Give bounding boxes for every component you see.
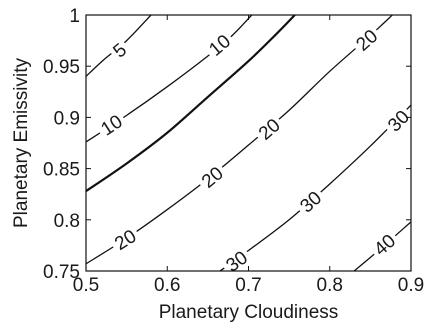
contour-label: 20 bbox=[198, 163, 228, 193]
x-tick-label: 0.6 bbox=[154, 275, 180, 296]
x-tick-label: 0.5 bbox=[73, 275, 99, 296]
contour-line-40 bbox=[353, 221, 411, 271]
y-tick-label: 0.9 bbox=[54, 108, 80, 129]
y-tick-label: 0.8 bbox=[54, 211, 80, 232]
contour-label: 10 bbox=[205, 31, 235, 61]
y-tick-label: 0.95 bbox=[43, 57, 80, 78]
contour-label: 20 bbox=[111, 226, 140, 255]
contour-line-15 bbox=[86, 15, 296, 193]
contour-label: 20 bbox=[352, 26, 382, 56]
contour-line-20 bbox=[86, 15, 393, 265]
contour-label: 10 bbox=[97, 111, 126, 140]
contour-label: 5 bbox=[109, 40, 131, 63]
x-tick-label: 0.9 bbox=[398, 275, 424, 296]
contour-label: 20 bbox=[255, 115, 285, 145]
y-tick-label: 0.85 bbox=[43, 160, 80, 181]
y-tick-label: 1 bbox=[69, 6, 80, 27]
x-tick-label: 0.8 bbox=[317, 275, 343, 296]
contour-lines bbox=[86, 15, 411, 271]
y-tick-label: 0.75 bbox=[43, 262, 80, 283]
contour-line-30 bbox=[219, 104, 411, 271]
x-axis-label: Planetary Cloudiness bbox=[159, 302, 339, 323]
y-axis-label: Planetary Emissivity bbox=[11, 58, 32, 228]
x-tick-label: 0.7 bbox=[235, 275, 261, 296]
contour-line-10 bbox=[86, 15, 253, 143]
contour-label: 30 bbox=[384, 107, 414, 137]
contour-line-5 bbox=[86, 15, 152, 77]
axis-ticks: 0.5 0.6 0.7 0.8 0.9 0.75 0.8 0.85 0.9 0.95 1 bbox=[43, 6, 424, 296]
